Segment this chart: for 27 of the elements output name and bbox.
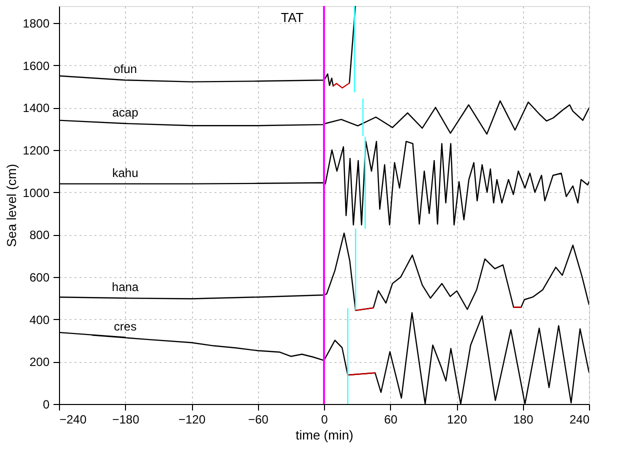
x-tick-label: −60 [248,412,269,426]
x-tick-label: 120 [446,412,468,426]
series-label: cres [114,319,137,334]
series-label: kahu [112,166,138,180]
y-axis-title: Sea level (cm) [4,164,19,248]
y-tick-label: 1000 [22,186,50,200]
x-axis-title: time (min) [296,428,354,442]
series-label: hana [112,280,139,294]
y-tick-label: 400 [29,312,50,327]
x-tick-label: −120 [178,412,206,426]
x-tick-label: 60 [384,412,398,426]
y-tick-label: 1600 [22,58,50,73]
x-tick-label: −180 [112,412,140,426]
x-tick-label: 0 [321,412,328,426]
x-tick-label: 180 [513,412,534,426]
chart-title: TAT [280,10,304,25]
y-tick-label: 1200 [22,143,50,158]
y-tick-label: 600 [29,270,50,284]
y-tick-label: 1800 [22,16,50,30]
x-tick-label: 240 [569,412,590,426]
x-tick-label: −240 [60,412,87,426]
y-tick-label: 800 [29,228,50,242]
y-tick-label: 200 [29,355,50,370]
series-label: ofun [114,62,137,76]
y-tick-label: 0 [42,398,50,412]
series-label: acap [112,105,139,120]
y-tick-label: 1400 [22,101,50,116]
